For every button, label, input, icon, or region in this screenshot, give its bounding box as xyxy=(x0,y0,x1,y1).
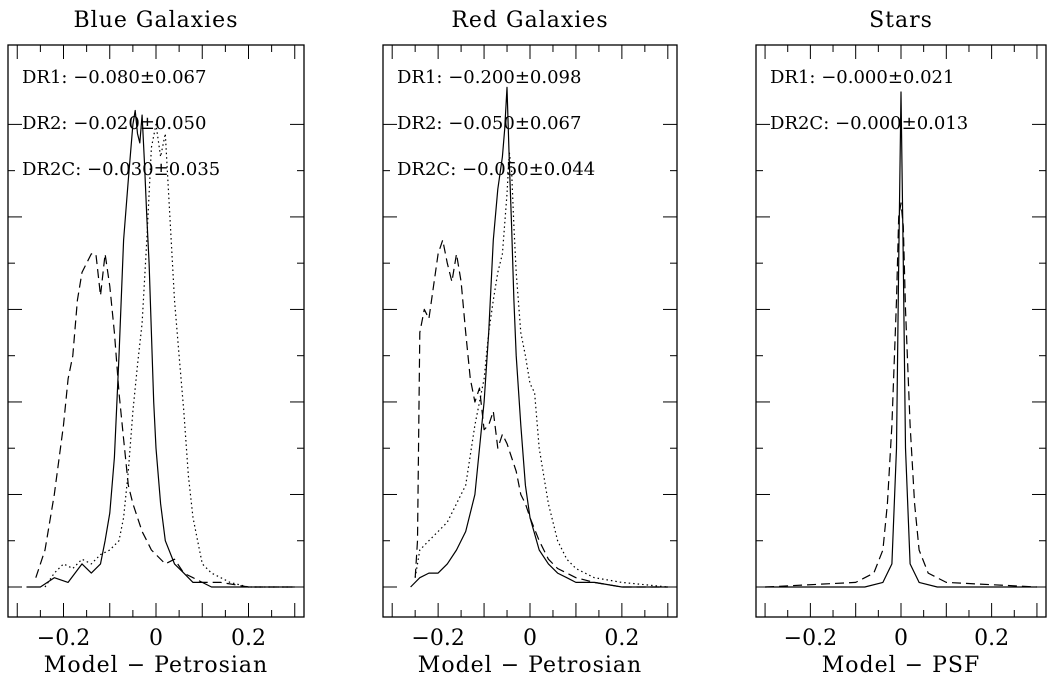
stat-annotation: DR1: −0.080±0.067 xyxy=(22,67,206,88)
x-tick-label: 0.2 xyxy=(974,626,1009,651)
x-tick-label: −0.2 xyxy=(37,626,90,651)
x-tick-label: 0.2 xyxy=(604,626,639,651)
series-line-dotted xyxy=(44,123,295,588)
series-line-dashed xyxy=(35,253,295,588)
series-line-dashed xyxy=(765,202,1037,588)
stat-annotation: DR1: −0.200±0.098 xyxy=(397,67,581,88)
x-tick-label: 0 xyxy=(894,626,908,651)
panel-1: Blue Galaxies DR1: −0.080±0.067 DR2: −0.02… xyxy=(7,8,305,675)
x-tick-label: 0.2 xyxy=(231,626,266,651)
x-tick-label: 0 xyxy=(149,626,163,651)
x-axis-label: Model − PSF xyxy=(822,653,980,675)
series-line-dotted xyxy=(414,151,668,588)
x-tick-label: 0 xyxy=(523,626,537,651)
series-line-solid xyxy=(410,86,668,588)
series-line-solid xyxy=(765,91,1037,588)
x-tick-label: −0.2 xyxy=(411,626,464,651)
stat-annotation: DR2C: −0.000±0.013 xyxy=(770,113,968,134)
panel-title: Stars xyxy=(869,8,933,33)
stat-annotation: DR1: −0.000±0.021 xyxy=(770,67,954,88)
x-axis-label: Model − Petrosian xyxy=(418,653,642,675)
panel-2: Red Galaxies DR1: −0.200±0.098 DR2: −0.050… xyxy=(382,8,678,675)
panel-title: Red Galaxies xyxy=(451,8,608,33)
series-line-solid xyxy=(26,109,295,588)
stat-annotation: DR2C: −0.050±0.044 xyxy=(397,159,595,180)
series-line-dashed xyxy=(414,239,668,588)
panel-3: Stars DR1: −0.000±0.021 DR2C: −0.000±0.013… xyxy=(755,8,1047,675)
stat-annotation: DR2C: −0.030±0.035 xyxy=(22,159,220,180)
stat-annotation: DR2: −0.050±0.067 xyxy=(397,113,581,134)
panel-title: Blue Galaxies xyxy=(74,8,239,33)
x-tick-label: −0.2 xyxy=(784,626,837,651)
stat-annotation: DR2: −0.020±0.050 xyxy=(22,113,206,134)
panels: Blue Galaxies DR1: −0.080±0.067 DR2: −0.02… xyxy=(7,8,1047,675)
x-axis-label: Model − Petrosian xyxy=(44,653,268,675)
